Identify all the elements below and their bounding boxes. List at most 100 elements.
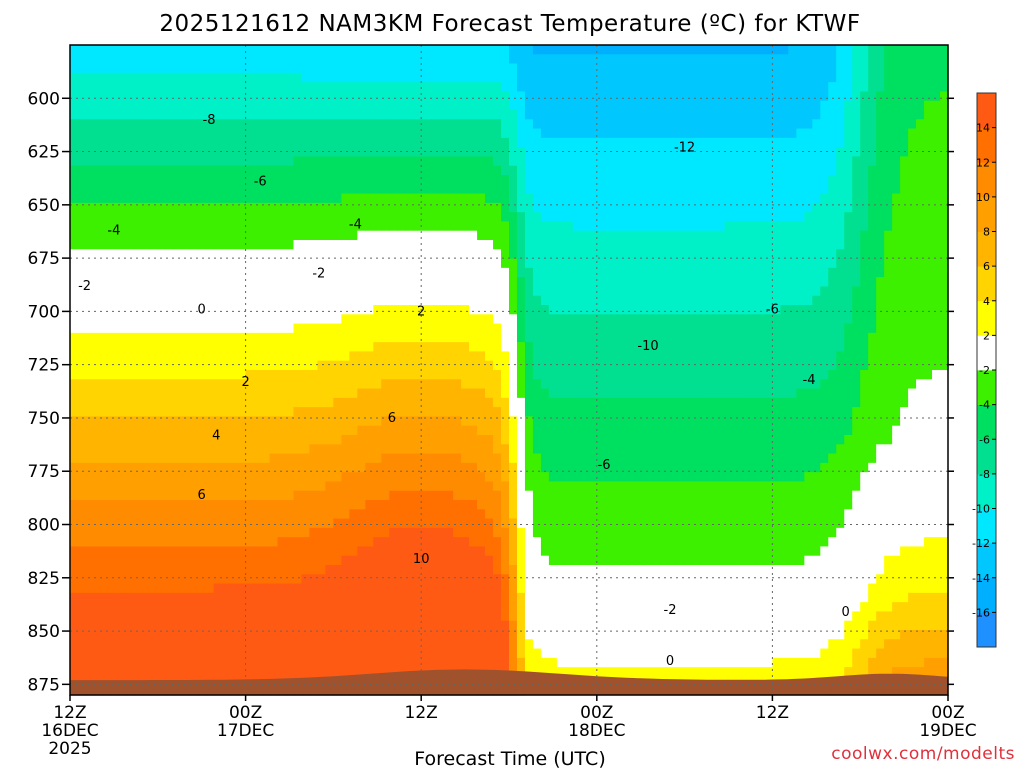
- field-cell: [461, 611, 470, 622]
- field-cell: [588, 323, 598, 334]
- field-cell: [253, 472, 263, 483]
- field-cell: [556, 110, 566, 120]
- field-cell: [588, 286, 598, 297]
- field-cell: [237, 518, 247, 529]
- field-cell: [477, 527, 486, 538]
- field-cell: [325, 379, 334, 390]
- field-cell: [285, 611, 295, 622]
- field-cell: [70, 490, 79, 501]
- field-cell: [70, 63, 79, 74]
- field-cell: [157, 500, 167, 510]
- field-cell: [149, 286, 159, 297]
- field-cell: [453, 175, 462, 185]
- field-cell: [389, 240, 398, 250]
- field-cell: [461, 360, 470, 371]
- field-cell: [85, 54, 95, 65]
- field-cell: [141, 119, 151, 130]
- field-cell: [77, 546, 87, 557]
- field-cell: [301, 258, 311, 269]
- field-cell: [141, 165, 151, 176]
- field-cell: [205, 110, 215, 120]
- field-cell: [117, 397, 127, 408]
- field-cell: [405, 82, 414, 93]
- field-cell: [485, 639, 494, 650]
- field-cell: [189, 370, 199, 380]
- field-cell: [572, 63, 582, 74]
- field-cell: [117, 555, 127, 566]
- field-cell: [413, 388, 422, 399]
- field-cell: [333, 592, 342, 603]
- field-cell: [397, 435, 406, 445]
- field-cell: [277, 45, 287, 55]
- field-cell: [620, 500, 630, 510]
- field-cell: [285, 45, 295, 55]
- field-cell: [261, 91, 271, 102]
- field-cell: [117, 462, 127, 473]
- field-cell: [516, 472, 526, 483]
- field-cell: [301, 175, 311, 185]
- field-cell: [309, 277, 319, 288]
- field-cell: [357, 620, 366, 631]
- field-cell: [157, 379, 167, 390]
- field-cell: [173, 72, 183, 83]
- field-cell: [469, 537, 478, 548]
- field-cell: [365, 119, 374, 130]
- field-cell: [189, 221, 199, 232]
- field-cell: [516, 657, 526, 668]
- field-cell: [269, 527, 279, 538]
- field-cell: [612, 407, 622, 418]
- field-cell: [157, 54, 167, 65]
- field-cell: [620, 119, 630, 130]
- field-cell: [341, 45, 350, 55]
- field-cell: [133, 323, 143, 334]
- field-cell: [77, 137, 87, 148]
- field-cell: [117, 137, 127, 148]
- field-cell: [277, 444, 287, 455]
- field-cell: [229, 630, 239, 640]
- field-cell: [445, 620, 454, 631]
- field-cell: [540, 462, 550, 473]
- field-cell: [564, 72, 574, 83]
- field-cell: [341, 657, 350, 668]
- field-cell: [405, 110, 414, 120]
- field-cell: [389, 370, 398, 380]
- field-cell: [628, 258, 638, 269]
- field-cell: [405, 175, 414, 185]
- field-cell: [93, 416, 103, 427]
- field-cell: [524, 286, 534, 297]
- field-cell: [389, 332, 398, 343]
- field-cell: [397, 221, 406, 232]
- field-cell: [149, 630, 159, 640]
- field-cell: [237, 202, 247, 213]
- field-cell: [501, 527, 510, 538]
- field-cell: [293, 137, 303, 148]
- field-cell: [301, 184, 311, 195]
- field-cell: [421, 490, 430, 501]
- field-cell: [197, 202, 207, 213]
- field-cell: [612, 221, 622, 232]
- field-cell: [405, 565, 414, 575]
- field-cell: [405, 305, 414, 315]
- field-cell: [77, 72, 87, 83]
- field-cell: [245, 555, 255, 566]
- field-cell: [245, 91, 255, 102]
- field-cell: [453, 193, 462, 204]
- field-cell: [93, 323, 103, 334]
- field-cell: [341, 240, 350, 250]
- field-cell: [101, 435, 111, 445]
- field-cell: [269, 435, 279, 445]
- field-cell: [213, 527, 223, 538]
- field-cell: [277, 221, 287, 232]
- field-cell: [548, 230, 558, 241]
- field-cell: [556, 184, 566, 195]
- field-cell: [580, 657, 590, 668]
- field-cell: [532, 119, 542, 130]
- field-cell: [173, 397, 183, 408]
- field-cell: [357, 639, 366, 650]
- field-cell: [253, 202, 263, 213]
- field-cell: [429, 295, 438, 306]
- field-cell: [556, 379, 566, 390]
- field-cell: [373, 267, 382, 278]
- field-cell: [149, 444, 159, 455]
- field-cell: [509, 212, 518, 223]
